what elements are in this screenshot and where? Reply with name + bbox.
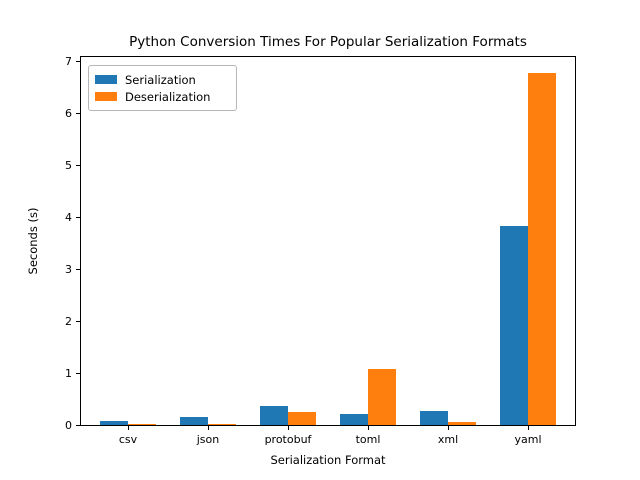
x-tick-mark (448, 426, 449, 430)
y-tick-mark (76, 113, 80, 115)
legend-entry-deserialization: Deserialization (95, 91, 230, 103)
bar-deserialization-protobuf (288, 412, 316, 425)
x-tick-mark (208, 426, 209, 430)
bar-serialization-csv (100, 420, 128, 425)
legend-entry-serialization: Serialization (95, 74, 230, 86)
bar-serialization-protobuf (260, 405, 288, 425)
y-tick-mark (76, 373, 80, 375)
legend: Serialization Deserialization (88, 65, 237, 111)
x-tick-mark (368, 426, 369, 430)
y-tick-mark (76, 425, 80, 426)
plot-area (80, 56, 576, 426)
y-tick-label: 6 (65, 107, 72, 121)
x-tick-label: yaml (514, 433, 542, 446)
x-tick-label: csv (118, 433, 138, 446)
bar-deserialization-json (208, 423, 236, 425)
y-tick-label: 2 (65, 315, 72, 329)
x-tick-label: xml (437, 433, 459, 446)
x-axis-label: Serialization Format (270, 453, 386, 467)
y-tick-mark (76, 217, 80, 219)
x-tick-label: toml (355, 433, 381, 446)
bar-deserialization-toml (368, 369, 396, 425)
y-axis-label: Seconds (s) (26, 207, 40, 275)
x-tick-mark (528, 426, 529, 430)
bar-serialization-toml (340, 413, 368, 425)
bar-serialization-xml (420, 410, 448, 425)
x-tick-label: protobuf (264, 433, 312, 446)
y-tick-mark (76, 321, 80, 323)
bar-deserialization-yaml (528, 72, 556, 425)
x-tick-mark (128, 426, 129, 430)
legend-swatch-serialization (95, 75, 117, 84)
y-tick-label: 4 (65, 211, 72, 225)
x-tick-mark (288, 426, 289, 430)
y-tick-mark (76, 165, 80, 167)
x-tick-label: json (196, 433, 220, 446)
y-tick-label: 5 (65, 159, 72, 173)
legend-label-deserialization: Deserialization (125, 89, 211, 104)
legend-swatch-deserialization (95, 92, 117, 101)
y-tick-label: 7 (65, 55, 72, 69)
bar-deserialization-csv (128, 423, 156, 425)
chart-title: Python Conversion Times For Popular Seri… (129, 34, 527, 50)
y-tick-label: 3 (65, 263, 72, 277)
bar-deserialization-xml (448, 422, 476, 425)
legend-label-serialization: Serialization (125, 72, 196, 87)
y-tick-label: 0 (65, 419, 72, 432)
bar-serialization-yaml (500, 226, 528, 425)
y-tick-mark (76, 269, 80, 271)
y-tick-label: 1 (65, 367, 72, 381)
y-tick-mark (76, 61, 80, 63)
bar-serialization-json (180, 416, 208, 425)
